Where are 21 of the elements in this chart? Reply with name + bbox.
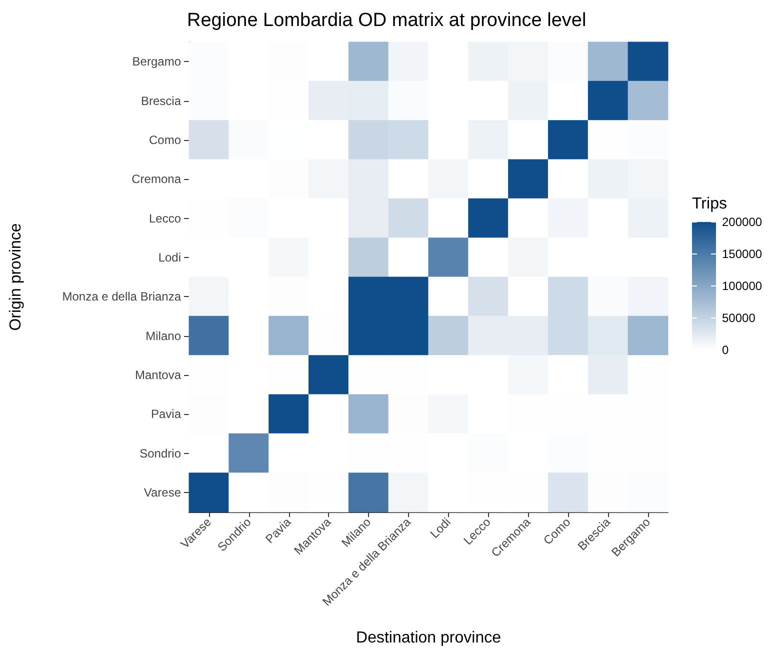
y-tick-label: Cremona <box>132 172 182 186</box>
color-bar-label: 150000 <box>722 247 762 261</box>
y-tick-label: Lodi <box>158 250 181 264</box>
y-axis-title: Origin province <box>8 223 24 331</box>
y-tick-label: Brescia <box>140 94 182 108</box>
y-tick-label: Mantova <box>134 368 182 382</box>
y-tick-label: Milano <box>146 328 182 343</box>
y-tick-label: Pavia <box>150 407 182 422</box>
chart-title: Regione Lombardia OD matrix at province level <box>187 10 586 31</box>
x-axis-title: Destination province <box>356 630 502 646</box>
color-bar-label: 50000 <box>722 311 756 325</box>
y-tick-label: Varese <box>144 485 182 500</box>
color-bar-title: Trips <box>692 196 727 212</box>
color-bar-label: 100000 <box>722 279 762 293</box>
y-tick-label: Sondrio <box>140 446 182 460</box>
y-tick-label: Monza e della Brianza <box>62 290 182 304</box>
color-bar-label: 0 <box>722 343 729 357</box>
y-tick-label: Bergamo <box>132 54 182 69</box>
color-bar-label: 200000 <box>722 215 762 229</box>
y-tick-label: Lecco <box>148 211 182 226</box>
y-tick-label: Como <box>148 132 182 147</box>
